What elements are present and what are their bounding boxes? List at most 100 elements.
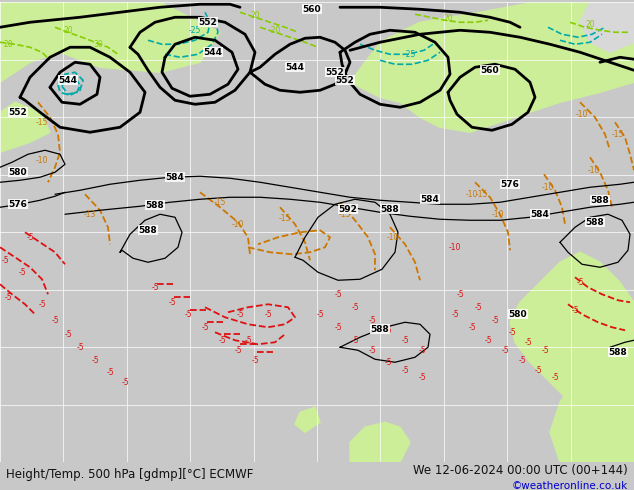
Text: 588: 588 xyxy=(146,201,164,210)
Polygon shape xyxy=(0,102,50,152)
Text: -5: -5 xyxy=(184,310,192,319)
Text: -10: -10 xyxy=(588,166,600,175)
Text: 20: 20 xyxy=(3,40,13,49)
Text: -5: -5 xyxy=(468,323,476,332)
Text: -5: -5 xyxy=(508,328,516,337)
Text: -5: -5 xyxy=(121,378,129,387)
Text: -5: -5 xyxy=(236,310,244,319)
Text: -5: -5 xyxy=(106,368,114,377)
Text: ©weatheronline.co.uk: ©weatheronline.co.uk xyxy=(512,481,628,490)
Text: -5: -5 xyxy=(368,346,376,355)
Text: -15: -15 xyxy=(339,210,351,219)
Text: -5: -5 xyxy=(518,356,526,365)
Text: -5: -5 xyxy=(484,336,492,345)
Text: Height/Temp. 500 hPa [gdmp][°C] ECMWF: Height/Temp. 500 hPa [gdmp][°C] ECMWF xyxy=(6,468,254,481)
Text: 20: 20 xyxy=(63,26,73,35)
Text: -5: -5 xyxy=(64,330,72,339)
Text: 576: 576 xyxy=(501,180,519,189)
Text: 584: 584 xyxy=(165,173,184,182)
Text: -15: -15 xyxy=(279,214,291,223)
Text: -5: -5 xyxy=(524,338,532,347)
Text: -5: -5 xyxy=(91,356,99,365)
Text: -5: -5 xyxy=(151,283,158,292)
Text: -10: -10 xyxy=(466,190,478,199)
Text: -20: -20 xyxy=(269,26,281,35)
Text: 588: 588 xyxy=(371,325,389,334)
Text: -5: -5 xyxy=(26,233,34,242)
Text: -5: -5 xyxy=(244,336,252,345)
Text: -5: -5 xyxy=(418,373,426,382)
Text: -5: -5 xyxy=(351,303,359,312)
Text: 584: 584 xyxy=(531,210,550,219)
Text: -5: -5 xyxy=(456,290,464,299)
Text: -5: -5 xyxy=(384,326,392,335)
Text: -5: -5 xyxy=(76,343,84,352)
Text: -5: -5 xyxy=(541,346,549,355)
Text: 20: 20 xyxy=(585,20,595,29)
Text: 20: 20 xyxy=(250,11,260,20)
Text: 588: 588 xyxy=(591,196,609,205)
Text: 560: 560 xyxy=(481,66,500,75)
Text: -5: -5 xyxy=(18,268,26,277)
Text: -15: -15 xyxy=(612,130,624,139)
Text: We 12-06-2024 00:00 UTC (00+144): We 12-06-2024 00:00 UTC (00+144) xyxy=(413,465,628,477)
Text: 552: 552 xyxy=(198,18,217,27)
Text: 592: 592 xyxy=(339,205,358,214)
Text: -5: -5 xyxy=(38,300,46,309)
Text: -5: -5 xyxy=(474,303,482,312)
Text: -5: -5 xyxy=(451,310,459,319)
Text: -13: -13 xyxy=(84,210,96,219)
Text: -5: -5 xyxy=(351,336,359,345)
Text: -5: -5 xyxy=(401,336,409,345)
Text: -5: -5 xyxy=(218,336,226,345)
Polygon shape xyxy=(350,2,634,132)
Polygon shape xyxy=(550,342,634,462)
Text: 588: 588 xyxy=(139,226,157,235)
Text: 552: 552 xyxy=(335,76,354,85)
Text: -15: -15 xyxy=(476,190,488,199)
Text: 30: 30 xyxy=(93,40,103,49)
Polygon shape xyxy=(510,252,634,462)
Polygon shape xyxy=(295,407,320,432)
Text: -10: -10 xyxy=(387,233,399,242)
Text: -5: -5 xyxy=(551,373,559,382)
Text: -15: -15 xyxy=(214,198,226,207)
Text: -5: -5 xyxy=(251,356,259,365)
Text: 544: 544 xyxy=(204,48,223,57)
Text: -5: -5 xyxy=(264,310,272,319)
Text: -5: -5 xyxy=(401,366,409,375)
Text: 580: 580 xyxy=(508,310,527,319)
Text: 588: 588 xyxy=(586,218,604,227)
Text: 544: 544 xyxy=(285,63,304,72)
Text: -5: -5 xyxy=(234,346,242,355)
Polygon shape xyxy=(350,422,410,462)
Text: -5: -5 xyxy=(334,290,342,299)
Text: -5: -5 xyxy=(201,323,209,332)
Text: 588: 588 xyxy=(609,348,628,357)
Text: -5: -5 xyxy=(1,256,9,265)
Text: -5: -5 xyxy=(316,310,324,319)
Text: -5: -5 xyxy=(334,323,342,332)
Text: -10: -10 xyxy=(542,183,554,192)
Text: -25: -25 xyxy=(404,50,416,59)
Text: 560: 560 xyxy=(302,5,321,14)
Text: 544: 544 xyxy=(58,76,77,85)
Text: -10: -10 xyxy=(449,243,461,252)
Text: -5: -5 xyxy=(534,366,542,375)
Text: -10: -10 xyxy=(232,220,244,229)
Text: 588: 588 xyxy=(380,205,399,214)
Text: 584: 584 xyxy=(420,195,439,204)
Text: -5: -5 xyxy=(4,293,12,302)
Text: -10: -10 xyxy=(492,210,504,219)
Text: -5: -5 xyxy=(501,346,509,355)
Text: -10: -10 xyxy=(36,156,48,165)
Text: -15: -15 xyxy=(36,118,48,127)
Text: -5: -5 xyxy=(168,298,176,307)
Text: -5: -5 xyxy=(384,358,392,367)
Text: 580: 580 xyxy=(9,168,27,177)
Text: 20: 20 xyxy=(443,14,453,23)
Text: 552: 552 xyxy=(326,68,344,77)
Polygon shape xyxy=(0,2,220,82)
Text: -5: -5 xyxy=(418,346,426,355)
Text: -5: -5 xyxy=(51,316,59,325)
